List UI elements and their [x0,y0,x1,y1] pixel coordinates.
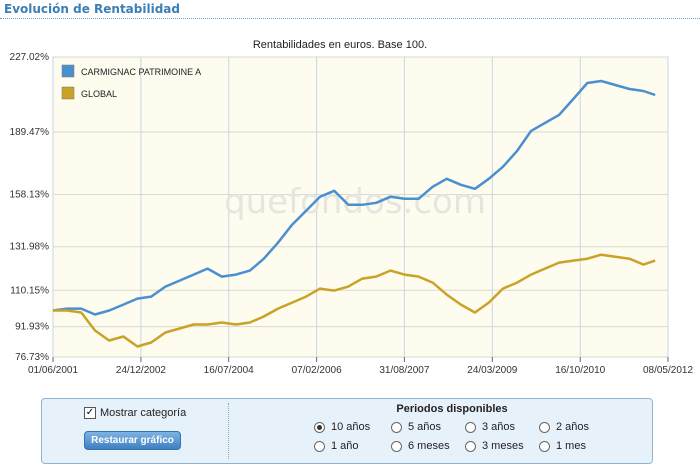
radio-icon[interactable] [314,440,325,452]
y-tick-label: 189.47% [10,127,50,138]
controls-divider [228,403,229,459]
radio-icon[interactable] [539,440,550,452]
x-tick-label: 31/08/2007 [379,365,429,376]
header: Evolución de Rentabilidad [0,0,700,20]
page-title: Evolución de Rentabilidad [4,2,180,16]
radio-icon[interactable] [465,440,476,452]
x-tick-label: 07/02/2006 [292,365,342,376]
x-tick-label: 24/12/2002 [116,365,166,376]
series-line-0 [52,79,656,316]
y-tick-label: 91.93% [15,322,49,333]
y-tick-label: 110.15% [10,285,49,296]
period-option-6m[interactable]: 6 meses [391,440,450,452]
chart-controls: ✓ Mostrar categoría Restaurar gráfico Pe… [41,398,653,464]
periods-title: Periodos disponibles [396,403,508,415]
series-layer [52,79,656,348]
legend-swatch [61,64,75,78]
x-tick-label: 08/05/2012 [643,365,693,376]
period-option-1y[interactable]: 1 año [314,440,359,452]
performance-chart: Rentabilidades en euros. Base 100. quefo… [10,39,694,376]
period-option-10y[interactable]: 10 años [314,421,370,433]
show-category-label: Mostrar categoría [100,407,187,419]
y-tick-label: 76.73% [15,352,49,363]
watermark: quefondos.com [224,182,486,222]
series-line-1 [53,253,656,348]
chart-title: Rentabilidades en euros. Base 100. [253,39,427,51]
period-option-3y[interactable]: 3 años [465,421,515,433]
radio-icon[interactable] [391,440,402,452]
period-option-5y[interactable]: 5 años [391,421,441,433]
legend-label: GLOBAL [81,89,117,99]
radio-icon[interactable] [465,421,476,433]
radio-icon[interactable] [391,421,402,433]
x-tick-label: 24/03/2009 [467,365,517,376]
show-category-checkbox[interactable]: ✓ [84,407,96,419]
period-option-1m[interactable]: 1 mes [539,440,586,452]
x-tick-label: 01/06/2001 [28,365,78,376]
y-tick-label: 227.02% [10,52,50,63]
radio-icon[interactable] [314,421,325,433]
legend-swatch [61,86,75,100]
reset-chart-button[interactable]: Restaurar gráfico [84,431,181,450]
legend: CARMIGNAC PATRIMOINE A GLOBAL [61,64,201,100]
header-divider [0,18,700,19]
show-category-toggle[interactable]: ✓ Mostrar categoría [84,407,186,419]
axis-labels: 227.02% 189.47% 158.13% 131.98% 110.15% 91.93… [10,52,694,376]
period-option-2y[interactable]: 2 años [539,421,589,433]
period-option-3m[interactable]: 3 meses [465,440,524,452]
radio-icon[interactable] [539,421,550,433]
x-tick-label: 16/07/2004 [204,365,254,376]
y-tick-label: 158.13% [10,190,50,201]
x-tick-label: 16/10/2010 [555,365,605,376]
grid [52,56,669,362]
legend-label: CARMIGNAC PATRIMOINE A [81,67,201,77]
y-tick-label: 131.98% [10,242,50,253]
